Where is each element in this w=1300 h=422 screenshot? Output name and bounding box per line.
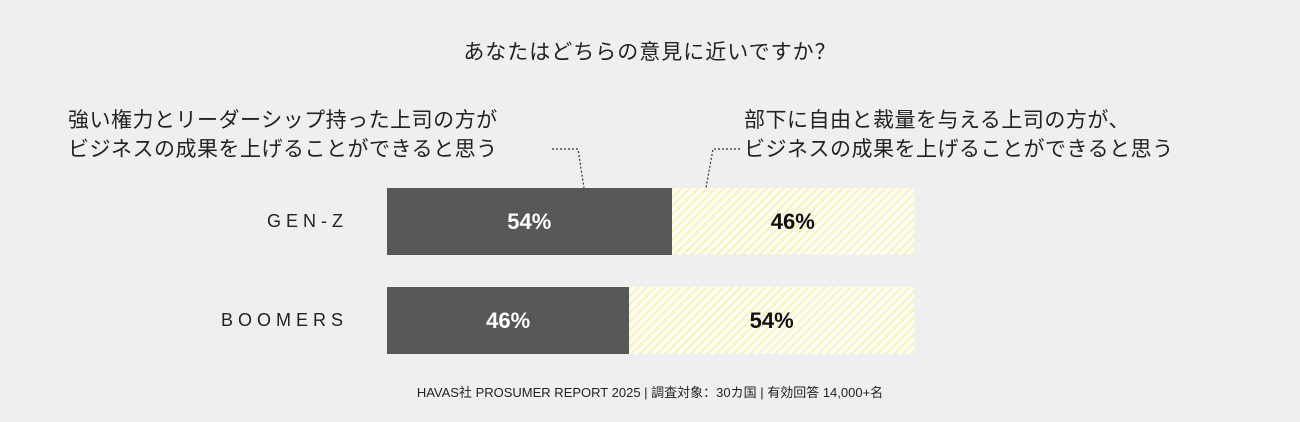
leader-line-series-2 (706, 149, 740, 188)
category-label-boomers: BOOMERS (48, 310, 348, 331)
data-label-gen-z-series-2: 46% (771, 209, 815, 235)
category-label-gen-z: GEN-Z (48, 211, 348, 232)
data-label-gen-z-series-1: 54% (507, 209, 551, 235)
bar-gen-z-series-2: 46% (672, 188, 914, 255)
data-label-boomers-series-1: 46% (486, 308, 530, 334)
bar-boomers-series-1: 46% (387, 287, 629, 354)
bar-gen-z-series-1: 54% (387, 188, 672, 255)
data-label-boomers-series-2: 54% (750, 308, 794, 334)
source-note: HAVAS社 PROSUMER REPORT 2025 | 調査対象：30カ国 … (0, 382, 1300, 401)
leader-line-series-1 (552, 149, 584, 188)
chart-panel: あなたはどちらの意見に近いですか？ 強い権力とリーダーシップ持った上司の方が ビ… (0, 0, 1300, 422)
bar-boomers-series-2: 54% (629, 287, 914, 354)
